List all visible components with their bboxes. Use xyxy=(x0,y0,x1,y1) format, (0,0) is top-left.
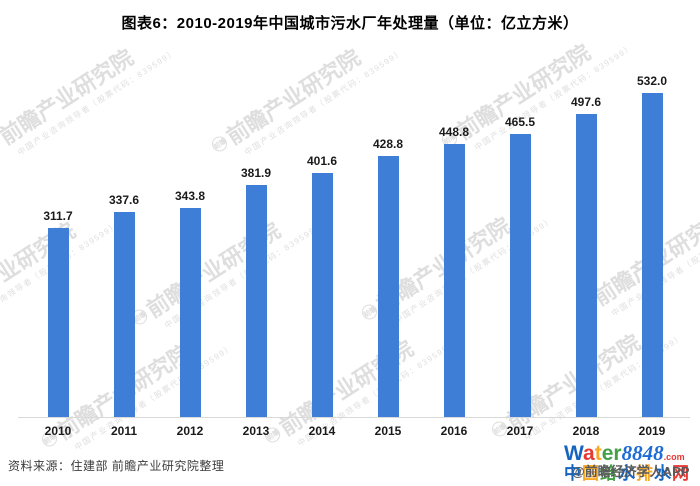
logo-dotcom: .com xyxy=(663,452,685,463)
x-axis-line xyxy=(18,417,690,418)
bar-2019 xyxy=(641,93,663,418)
bar-column-2015: 428.8 xyxy=(355,137,421,418)
bar-column-2017: 465.5 xyxy=(487,115,553,418)
x-tick-2017: 2017 xyxy=(506,424,534,438)
x-tick-2019: 2019 xyxy=(638,424,666,438)
bar-value-label: 311.7 xyxy=(43,209,73,223)
bar-column-2013: 381.9 xyxy=(223,166,289,418)
bar-2012 xyxy=(179,208,201,418)
x-tick-2016: 2016 xyxy=(440,424,468,438)
x-axis-labels: 2010 2011 2012 2013 2014 2015 2016 2017 2018 2019 xyxy=(25,424,685,438)
bar-2013 xyxy=(245,185,267,418)
logo-overlay-text: @前瞻经济学人APP xyxy=(572,464,690,480)
bar-value-label: 497.6 xyxy=(570,95,602,109)
bar-value-label: 381.9 xyxy=(240,166,272,180)
logo-cn-letters: 中国给水排水网 xyxy=(564,464,690,484)
bar-value-label: 532.0 xyxy=(636,74,668,88)
site-logo: Water8848.com 中国给水排水网 @前瞻经济学人APP xyxy=(564,442,690,484)
bar-2011 xyxy=(113,212,135,418)
x-tick-2010: 2010 xyxy=(44,424,72,438)
bar-value-label: 337.6 xyxy=(108,193,140,207)
bar-value-label: 401.6 xyxy=(306,154,338,168)
x-tick-2018: 2018 xyxy=(572,424,600,438)
logo-cn-line: 中国给水排水网 @前瞻经济学人APP xyxy=(564,465,690,484)
bar-2014 xyxy=(311,173,333,418)
logo-8848: 8848 xyxy=(621,441,664,466)
x-tick-2012: 2012 xyxy=(176,424,204,438)
bar-value-label: 343.8 xyxy=(174,189,206,203)
bar-2010 xyxy=(47,228,69,418)
x-tick-2011: 2011 xyxy=(110,424,138,438)
bar-2018 xyxy=(575,114,597,418)
bar-column-2014: 401.6 xyxy=(289,154,355,418)
chart-title: 图表6：2010-2019年中国城市污水厂年处理量（单位：亿立方米） xyxy=(121,15,579,32)
logo-water8848: Water8848.com xyxy=(564,442,690,465)
bar-column-2012: 343.8 xyxy=(157,189,223,418)
bar-value-label: 448.8 xyxy=(438,125,470,139)
x-tick-2013: 2013 xyxy=(242,424,270,438)
bar-column-2016: 448.8 xyxy=(421,125,487,418)
logo-water-letters: Water xyxy=(564,442,622,466)
bar-2015 xyxy=(377,156,399,418)
watermark-badge-icon: 前瞻 xyxy=(0,133,3,154)
bar-chart: 311.7 337.6 343.8 381.9 401.6 428.8 448.8 465.5… xyxy=(18,55,690,438)
bar-value-label: 428.8 xyxy=(372,137,404,151)
bar-column-2011: 337.6 xyxy=(91,193,157,418)
source-note: 资料来源：住建部 前瞻产业研究院整理 xyxy=(8,459,225,473)
bar-2016 xyxy=(443,144,465,418)
bar-column-2010: 311.7 xyxy=(25,209,91,418)
x-tick-2015: 2015 xyxy=(374,424,402,438)
bars-row: 311.7 337.6 343.8 381.9 401.6 428.8 448.8 465.5… xyxy=(25,55,685,418)
bar-2017 xyxy=(509,134,531,418)
bar-column-2019: 532.0 xyxy=(619,74,685,418)
x-tick-2014: 2014 xyxy=(308,424,336,438)
bar-value-label: 465.5 xyxy=(504,115,536,129)
bar-column-2018: 497.6 xyxy=(553,95,619,418)
